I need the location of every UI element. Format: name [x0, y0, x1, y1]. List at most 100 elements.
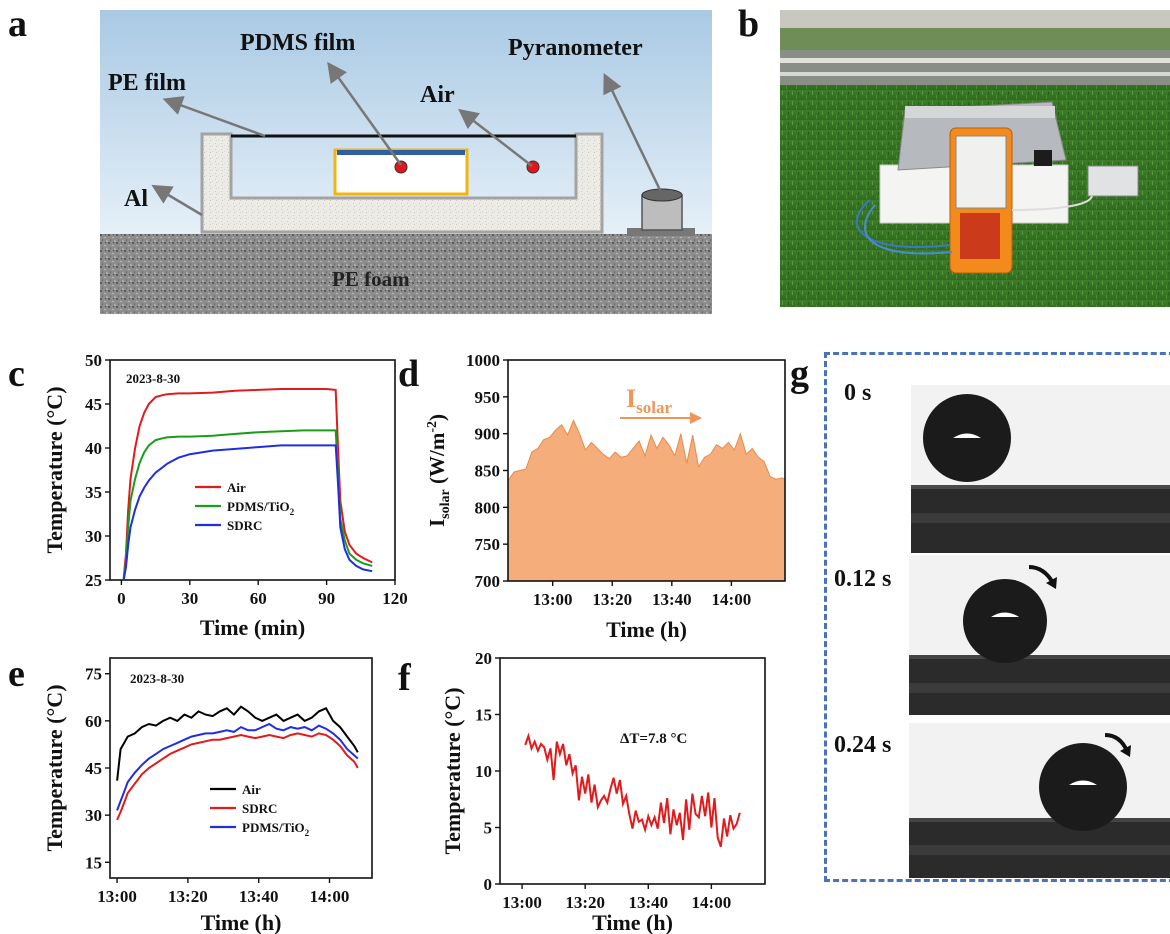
y-tick-label: 10 [475, 762, 492, 781]
panel-label-f: f [398, 657, 411, 699]
panel-label-b: b [738, 3, 760, 45]
x-tick-label: 13:40 [628, 893, 668, 912]
sensor-dot [394, 160, 408, 174]
y-tick-label: 950 [475, 388, 501, 407]
delta-t-annotation: ΔT=7.8 °C [620, 731, 687, 747]
panel-label-d: d [398, 353, 420, 395]
chart-c: 25 30 35 40 45 50 0 30 60 90 120 Temperature (°C) Ti… [42, 351, 408, 640]
solar-arrow-head [690, 412, 702, 424]
y-axis-label: Temperature (°C) [42, 386, 67, 553]
legend-label: Air [227, 480, 246, 495]
y-tick-label: 850 [475, 462, 501, 481]
x-tick-label: 90 [318, 589, 335, 608]
y-tick-label: 750 [475, 535, 501, 554]
y-tick-label: 700 [475, 572, 501, 591]
y-tick-label: 30 [85, 806, 102, 825]
y-axis-label: Temperature (°C) [42, 684, 67, 851]
label-pe-film: PE film [108, 70, 186, 96]
series-line-air [116, 705, 359, 781]
time-label-1: 0.12 s [834, 566, 892, 592]
series-line-pdmstio [116, 722, 359, 811]
plot-frame [499, 657, 766, 885]
x-tick-label: 13:00 [533, 590, 573, 609]
y-tick-label: 800 [475, 498, 501, 517]
solar-annotation: Isolar [626, 384, 672, 417]
y-tick-label: 15 [85, 853, 102, 872]
label-pe-foam: PE foam [332, 267, 410, 291]
y-tick-label: 25 [85, 571, 102, 590]
y-tick-label: 50 [85, 351, 102, 370]
solar-area [507, 419, 786, 582]
x-tick-label: 13:20 [565, 893, 605, 912]
droplet-frame-0 [911, 385, 1170, 553]
y-axis-label: Isolar (W/m-2) [425, 414, 453, 527]
y-tick-label: 1000 [466, 351, 500, 370]
y-tick-label: 75 [85, 665, 102, 684]
date-annotation: 2023-8-30 [130, 671, 184, 686]
schematic-diagram: PDMS film Pyranometer PE film Air Al PE … [100, 10, 712, 314]
x-tick-label: 13:40 [239, 887, 279, 906]
y-tick-label: 30 [85, 527, 102, 546]
x-tick-label: 13:20 [592, 590, 632, 609]
y-tick-label: 35 [85, 483, 102, 502]
legend-label: SDRC [242, 801, 277, 816]
y-tick-label: 20 [475, 649, 492, 668]
x-axis-label: Time (min) [200, 615, 305, 640]
x-tick-label: 14:00 [692, 893, 732, 912]
droplet [963, 579, 1047, 663]
label-pdms-film: PDMS film [240, 30, 355, 56]
legend-label: SDRC [227, 518, 262, 533]
label-pyranometer: Pyranometer [508, 35, 643, 61]
field-photo [780, 10, 1170, 307]
x-tick-label: 14:00 [712, 590, 752, 609]
y-tick-label: 5 [484, 819, 493, 838]
x-tick-label: 30 [181, 589, 198, 608]
y-tick-label: 45 [85, 395, 102, 414]
chart-f: 0 5 10 15 20 13:00 13:20 13:40 14:00 Temperature … [440, 649, 766, 934]
date-annotation: 2023-8-30 [126, 371, 180, 386]
panel-label-c: c [8, 353, 25, 395]
series-line-delta-t [524, 732, 741, 848]
x-axis-label: Time (h) [201, 910, 282, 934]
x-axis-label: Time (h) [606, 617, 687, 642]
chart-e: 15 30 45 60 75 13:00 13:20 13:40 14:00 Temperatur… [42, 657, 373, 934]
droplet-frame-2 [909, 723, 1170, 878]
chart-d: 700 750 800 850 900 950 1000 13:00 13:20 13:40 14:… [425, 351, 786, 642]
series-line-sdrc [116, 732, 359, 821]
series-line-pdmstio [122, 429, 373, 580]
x-tick-label: 13:40 [652, 590, 692, 609]
y-tick-label: 40 [85, 439, 102, 458]
legend-label: PDMS/TiO2 [227, 499, 295, 517]
label-al: Al [124, 186, 148, 212]
plot-frame [109, 359, 396, 581]
al-box [200, 132, 604, 234]
panel-label-a: a [8, 3, 27, 45]
x-tick-label: 120 [382, 589, 408, 608]
pe-foam-base [100, 234, 712, 314]
pyranometer-device [627, 188, 695, 236]
x-tick-label: 60 [250, 589, 267, 608]
x-tick-label: 13:20 [168, 887, 208, 906]
droplet [1039, 743, 1127, 831]
time-label-0: 0 s [844, 380, 872, 406]
pdms-film-layer [337, 150, 465, 155]
x-tick-label: 13:00 [97, 887, 137, 906]
y-tick-label: 0 [484, 875, 493, 894]
droplet-frame-1 [909, 555, 1170, 715]
series-line-sdrc [122, 444, 373, 581]
legend-label: PDMS/TiO2 [242, 820, 310, 838]
panel-g-frame [824, 352, 1170, 882]
y-tick-label: 900 [475, 425, 501, 444]
legend-label: Air [242, 782, 261, 797]
y-axis-label: Temperature (°C) [440, 687, 465, 854]
panel-label-g: g [790, 353, 809, 395]
label-air: Air [420, 82, 455, 108]
y-tick-label: 60 [85, 712, 102, 731]
x-axis-label: Time (h) [592, 910, 673, 934]
y-tick-label: 15 [475, 706, 492, 725]
x-tick-label: 0 [117, 589, 126, 608]
time-label-2: 0.24 s [834, 732, 892, 758]
panel-label-e: e [8, 653, 25, 695]
x-tick-label: 14:00 [310, 887, 350, 906]
y-tick-label: 45 [85, 759, 102, 778]
